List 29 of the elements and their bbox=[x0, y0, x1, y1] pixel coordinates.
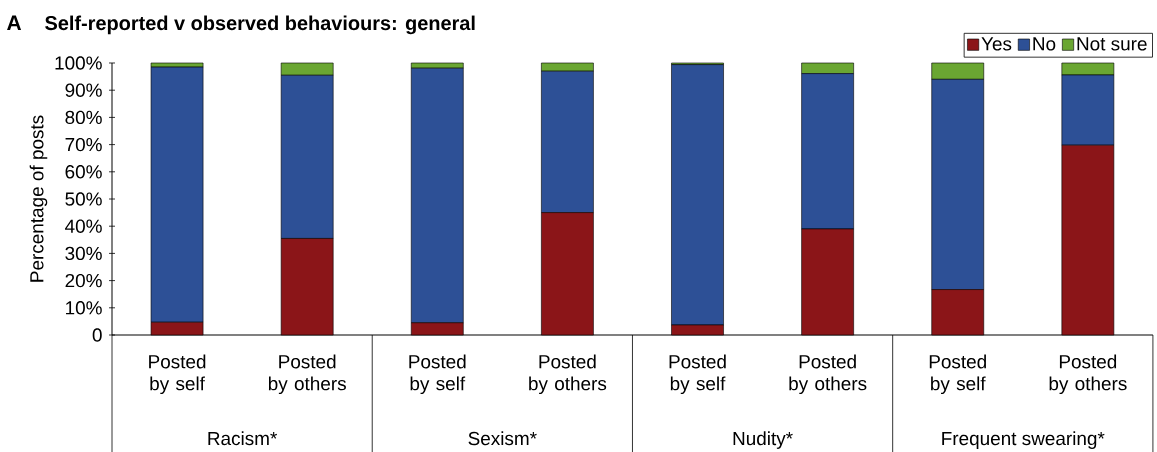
x-tick-label: Posted by others bbox=[268, 354, 346, 395]
y-axis-title: Percentage of posts bbox=[29, 115, 48, 282]
text: A bbox=[7, 15, 22, 30]
x-tick-label: Posted by self bbox=[149, 354, 206, 395]
y-tick-label: 0 bbox=[92, 328, 102, 342]
legend-label: No bbox=[1033, 37, 1056, 51]
text: Nudity* bbox=[733, 431, 793, 449]
y-tick-label: 60% bbox=[65, 165, 102, 179]
x-tick-label: Posted by others bbox=[529, 354, 607, 395]
y-tick-label: 40% bbox=[65, 219, 102, 233]
y-tick-label: 10% bbox=[66, 301, 102, 315]
y-tick-label: 50% bbox=[65, 192, 102, 206]
y-tick-label: 70% bbox=[65, 137, 102, 152]
y-tick-label: 20% bbox=[65, 273, 102, 288]
chart-title: Self-reported v observed behaviours: general bbox=[45, 15, 475, 35]
x-tick-label: Posted by self bbox=[669, 354, 726, 395]
y-tick-label: 100% bbox=[55, 56, 102, 70]
text: Sexism* bbox=[468, 431, 537, 446]
x-tick-label: Posted by self bbox=[409, 354, 466, 395]
y-tick-label: 30% bbox=[65, 246, 102, 261]
legend-label: Not sure bbox=[1077, 37, 1147, 51]
text: Racism* bbox=[208, 431, 278, 446]
y-tick-label: 90% bbox=[65, 83, 102, 97]
x-tick-label: Posted by others bbox=[1049, 354, 1127, 395]
text: Frequent swearing* bbox=[942, 431, 1105, 449]
x-tick-label: Posted by others bbox=[789, 354, 867, 395]
x-tick-label: Posted by self bbox=[929, 354, 986, 395]
legend-label: Yes bbox=[981, 37, 1012, 51]
y-tick-label: 80% bbox=[65, 110, 102, 125]
